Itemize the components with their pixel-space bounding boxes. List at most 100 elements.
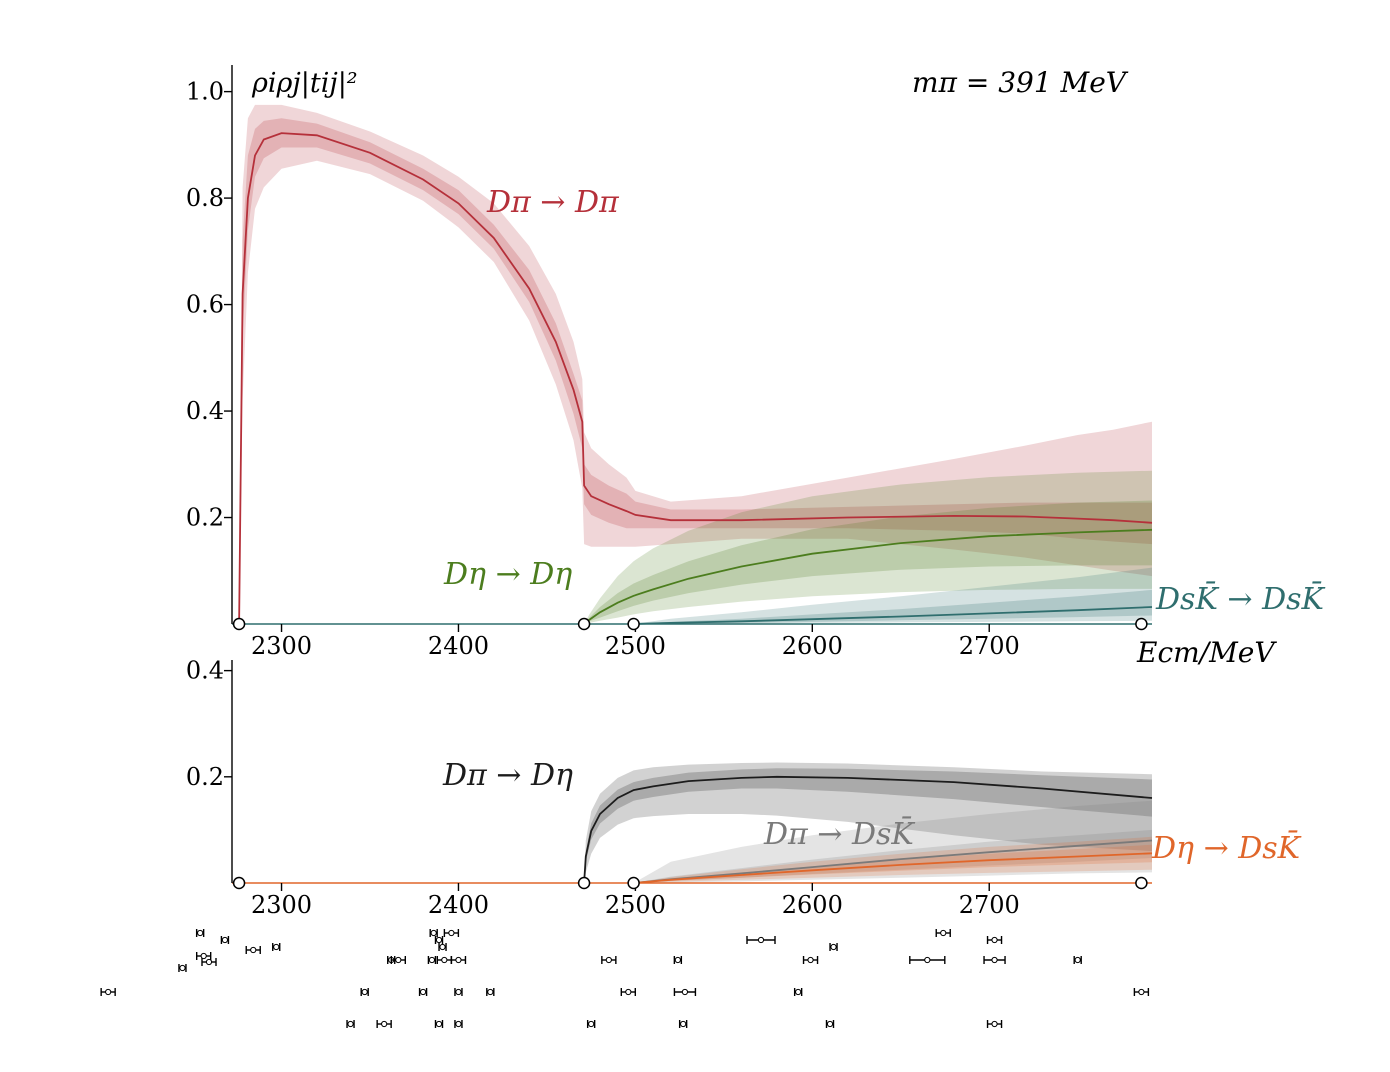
energy-level-point	[625, 988, 632, 996]
energy-level-point	[441, 956, 448, 964]
energy-level-point	[487, 988, 494, 996]
energy-level	[793, 988, 803, 996]
label-deta-dsk: Dη → DsK̄	[1151, 830, 1302, 866]
bottom-y-tick-label: 0.4	[186, 657, 224, 685]
label-dpi-dpi: Dπ → Dπ	[486, 185, 620, 220]
energy-level	[195, 929, 205, 937]
bottom-band-inner-d-dsk-	[633, 829, 1152, 883]
energy-level	[390, 956, 407, 964]
energy-level	[601, 956, 617, 964]
bottom-x-tick-label: 2600	[782, 891, 843, 919]
energy-level	[178, 964, 187, 972]
bottom-lines	[583, 775, 1153, 884]
top-y-tick-label: 0.4	[186, 397, 224, 425]
top-threshold-marker	[627, 617, 640, 631]
energy-level-point	[681, 988, 689, 996]
top-bands	[239, 104, 1153, 624]
energy-level-point	[757, 936, 765, 944]
mass-annotation: mπ = 391 MeV	[912, 66, 1129, 99]
energy-level-point	[197, 929, 204, 937]
energy-levels	[100, 929, 1150, 1028]
top-y-tick-label: 0.8	[186, 184, 224, 212]
energy-level-point	[347, 1020, 354, 1028]
bottom-band-outer-d-d-	[584, 762, 1152, 883]
energy-level-point	[221, 936, 229, 944]
energy-level	[986, 936, 1003, 944]
energy-level-point	[250, 946, 257, 954]
energy-level	[438, 943, 447, 951]
energy-level-point	[361, 988, 368, 996]
energy-level-point	[435, 936, 443, 944]
top-band-inner-d-d-	[239, 118, 1153, 624]
energy-level-point	[795, 988, 802, 996]
bottom-x-tick-label: 2700	[959, 891, 1020, 919]
top-band-outer-d-d-	[239, 104, 1153, 624]
energy-level	[620, 988, 637, 996]
top-x-tick-label: 2700	[959, 632, 1020, 660]
energy-level-point	[680, 1020, 687, 1028]
top-x-tick-label: 2400	[428, 632, 489, 660]
top-y-label: ρiρj|tij|²	[251, 68, 358, 99]
top-y-tick-label: 0.2	[186, 504, 224, 532]
bottom-threshold-marker	[232, 876, 246, 890]
energy-level-point	[807, 956, 814, 964]
energy-level	[678, 1020, 688, 1028]
top-threshold-marker	[1135, 617, 1148, 631]
label-deta-deta: Dη → Dη	[443, 557, 572, 592]
energy-level-point	[200, 952, 207, 960]
top-series-line-d-d-	[238, 132, 1153, 625]
energy-level	[201, 958, 217, 966]
energy-level-point	[381, 1020, 388, 1028]
energy-level-point	[179, 964, 186, 972]
energy-level-point	[674, 956, 681, 964]
energy-level	[802, 956, 819, 964]
energy-level-point	[273, 943, 280, 951]
bottom-x-tick-label: 2400	[428, 891, 489, 919]
energy-level	[983, 956, 1006, 964]
bottom-panel: 0.2 0.4 2300 2400 2500 2600 2700	[186, 657, 1153, 919]
top-y-tick-label: 0.6	[186, 291, 224, 319]
top-series-line-dsk-dsk-	[633, 606, 1153, 625]
energy-level	[586, 1020, 596, 1028]
energy-level-point	[991, 936, 998, 944]
energy-level	[909, 956, 946, 964]
top-x-tick-label: 2600	[782, 632, 843, 660]
energy-level-point	[1138, 988, 1145, 996]
energy-level	[434, 1020, 444, 1028]
top-lines	[238, 132, 1153, 625]
energy-level-point	[428, 956, 436, 964]
energy-level	[427, 956, 437, 964]
top-x-tick-label: 2500	[605, 632, 666, 660]
bottom-band-outer-d-dsk-	[633, 800, 1152, 883]
energy-level	[1073, 956, 1082, 964]
energy-level-point	[435, 1020, 443, 1028]
energy-level	[429, 929, 438, 937]
energy-level	[1133, 988, 1150, 996]
energy-level	[486, 988, 495, 996]
top-y-tick-label: 1.0	[186, 78, 224, 106]
energy-level	[454, 988, 463, 996]
top-panel: 0.2 0.4 0.6 0.8 1.0 2300 2400 2500 2600 2700	[186, 65, 1153, 660]
energy-level	[346, 1020, 355, 1028]
energy-level	[935, 929, 951, 937]
label-dsk-dsk: DsK̄ → DsK̄	[1155, 581, 1326, 617]
energy-level	[436, 956, 453, 964]
energy-level-point	[419, 988, 427, 996]
energy-level-point	[826, 1020, 834, 1028]
bottom-bands	[584, 762, 1152, 883]
energy-level-point	[455, 956, 462, 964]
label-dpi-deta: Dπ → Dη	[442, 758, 573, 793]
bottom-y-tick-label: 0.2	[186, 763, 224, 791]
energy-level	[443, 929, 460, 937]
energy-level	[450, 956, 467, 964]
energy-level	[220, 936, 230, 944]
energy-level	[434, 936, 444, 944]
top-axes: 0.2 0.4 0.6 0.8 1.0 2300 2400 2500 2600 2700	[186, 65, 1152, 660]
top-band-outer-dsk-dsk-	[633, 567, 1152, 624]
energy-level-point	[205, 958, 213, 966]
bottom-axes: 0.2 0.4 2300 2400 2500 2600 2700	[186, 657, 1152, 919]
energy-level-point	[991, 956, 998, 964]
energy-level	[418, 988, 428, 996]
energy-level-point	[605, 956, 612, 964]
